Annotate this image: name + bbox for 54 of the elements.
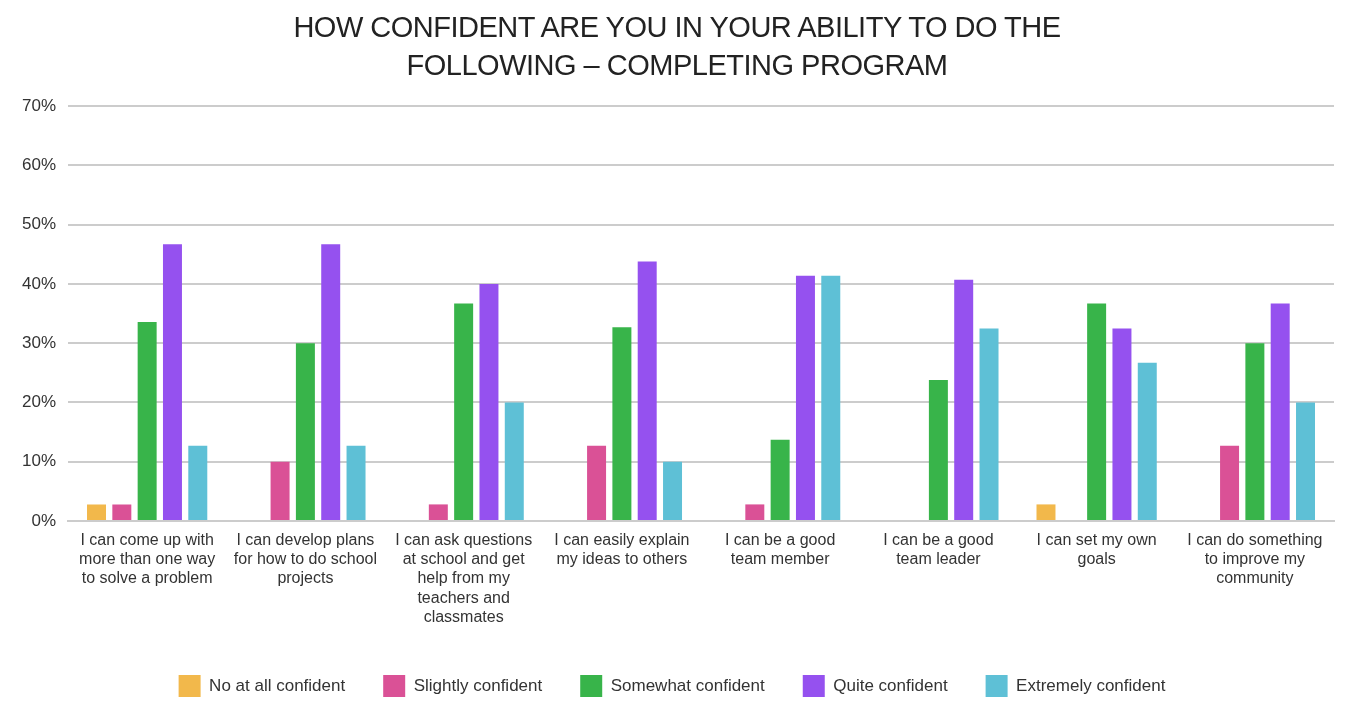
- x-tick-label: I can come up with more than one way to solve a problem: [79, 531, 216, 587]
- bar: [321, 244, 341, 520]
- legend-label: Quite confident: [833, 675, 948, 695]
- bar: [1087, 303, 1107, 520]
- bar: [1112, 328, 1132, 520]
- bar: [295, 343, 315, 520]
- x-tick-label: I can develop plans for how to do school projects: [233, 531, 377, 587]
- y-tick-label: 10%: [21, 451, 57, 471]
- bar: [954, 279, 974, 520]
- y-tick-label: 40%: [21, 273, 57, 293]
- y-tick-label: 0%: [31, 510, 57, 530]
- bar: [346, 445, 366, 520]
- bar: [479, 283, 499, 520]
- legend-label: Somewhat confident: [610, 675, 766, 695]
- bar: [770, 439, 790, 520]
- x-tick-label: I can easily explain my ideas to others: [554, 531, 690, 568]
- bar: [188, 445, 208, 520]
- y-tick-label: 60%: [21, 155, 57, 175]
- x-tick-label: I can be a good team member: [724, 531, 836, 568]
- y-tick-label: 70%: [21, 95, 57, 115]
- x-tick-label: I can set my own goals: [1036, 531, 1157, 568]
- bar: [637, 261, 657, 520]
- bar: [745, 504, 765, 520]
- bar: [1245, 343, 1265, 520]
- y-tick-label: 50%: [21, 214, 57, 234]
- legend-label: Slightly confident: [413, 675, 543, 695]
- bar: [612, 327, 632, 520]
- y-tick-label: 20%: [21, 392, 57, 412]
- bar: [87, 504, 106, 520]
- bar: [928, 379, 948, 520]
- x-tick-label: I can ask questions at school and get help from my teachers and classmates: [395, 531, 533, 625]
- bar: [979, 328, 999, 520]
- bar: [137, 321, 157, 520]
- bar: [663, 461, 683, 520]
- x-tick-label: I can be a good team leader: [883, 531, 994, 568]
- bar: [587, 445, 607, 520]
- bar: [270, 461, 290, 520]
- bar: [795, 275, 815, 520]
- bar: [1137, 362, 1157, 520]
- x-tick-label: I can do something to improve my community: [1187, 531, 1323, 587]
- bar: [1270, 303, 1290, 520]
- bar: [112, 504, 132, 520]
- y-tick-label: 30%: [21, 332, 57, 352]
- legend-label: Extremely confident: [1016, 675, 1166, 695]
- bar: [1036, 504, 1056, 520]
- bar: [428, 504, 448, 520]
- bar: [504, 402, 524, 520]
- bar: [454, 303, 474, 520]
- chart-title: HOW CONFIDENT ARE YOU IN YOUR ABILITY TO DO THE FOLLOWING – COMPLETING PROGRAM: [292, 10, 1062, 83]
- bar: [1220, 445, 1240, 520]
- bar: [1296, 402, 1316, 520]
- legend-label: No at all confident: [209, 675, 346, 695]
- bar: [821, 275, 841, 520]
- bar: [162, 244, 182, 520]
